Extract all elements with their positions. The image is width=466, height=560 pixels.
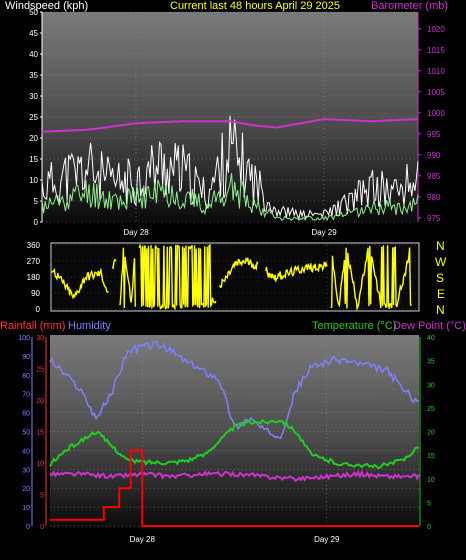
rain-y-tick-label: 15	[36, 430, 44, 437]
temp-title: Temperature (°C)	[312, 320, 397, 332]
wind-y-tick-label: 5	[34, 197, 39, 206]
direction-y-tick-label: 90	[31, 289, 40, 298]
rain-y-tick-label: 0	[40, 524, 44, 531]
rain-y-tick-label: 25	[36, 367, 44, 374]
compass-s: S	[436, 271, 445, 285]
humidity-y-tick-label: 100	[18, 335, 30, 342]
wind-y-tick-label: 30	[29, 92, 38, 101]
wind-y-tick-label: 35	[29, 71, 38, 80]
wind-gust-series	[41, 115, 419, 220]
temp-y-tick-label: 40	[427, 335, 435, 342]
baro-y-tick-label: 1020	[427, 25, 445, 34]
baro-y-tick-label: 1000	[427, 109, 445, 118]
baro-y-tick-label: 1005	[427, 88, 445, 97]
temp-y-tick-label: 20	[427, 430, 435, 437]
temp-y-tick-label: 15	[427, 453, 435, 460]
wind-y-tick-label: 10	[29, 176, 38, 185]
baro-y-tick-label: 1015	[427, 46, 445, 55]
baro-y-tick-label: 995	[427, 130, 441, 139]
wind-direction-series	[111, 258, 117, 270]
compass-n-bottom: N	[436, 303, 445, 317]
wind-y-tick-label: 20	[29, 134, 38, 143]
humidity-y-tick-label: 70	[22, 392, 30, 399]
barometer-series	[41, 118, 419, 133]
wind-y-tick-label: 40	[29, 50, 38, 59]
humidity-y-tick-label: 10	[22, 505, 30, 512]
direction-y-tick-label: 270	[27, 257, 41, 266]
wind-direction-series	[265, 261, 328, 283]
humidity-y-tick-label: 30	[22, 467, 30, 474]
dewpoint-series	[49, 469, 420, 483]
wind-title: Windspeed (kph)	[5, 0, 89, 12]
rain-y-tick-label: 5	[40, 493, 44, 500]
humidity-title: Humidity	[68, 320, 111, 332]
wind-y-tick-label: 15	[29, 155, 38, 164]
temperature-series	[49, 418, 420, 470]
temp-y-tick-label: 5	[427, 500, 431, 507]
baro-y-tick-label: 985	[427, 172, 441, 181]
humidity-y-tick-label: 50	[22, 430, 30, 437]
compass-w: W	[435, 255, 447, 269]
wind-y-tick-label: 0	[34, 218, 39, 227]
humidity-y-tick-label: 60	[22, 411, 30, 418]
center-title: Current last 48 hours April 29 2025	[170, 0, 340, 12]
temp-y-tick-label: 25	[427, 406, 435, 413]
temp-y-tick-label: 35	[427, 359, 435, 366]
temp-x-tick-label: Day 28	[130, 535, 156, 544]
rainfall-series	[50, 449, 419, 527]
wind-x-tick-label: Day 29	[311, 228, 337, 237]
wind-direction-series	[330, 245, 412, 312]
humidity-y-tick-label: 40	[22, 448, 30, 455]
direction-y-tick-label: 0	[36, 305, 41, 314]
humidity-y-tick-label: 90	[22, 354, 30, 361]
temp-x-tick-label: Day 29	[314, 535, 340, 544]
rain-y-tick-label: 10	[36, 461, 44, 468]
dew-title: Dew Point (°C)	[393, 320, 466, 332]
wind-x-tick-label: Day 28	[123, 228, 149, 237]
rain-y-tick-label: 30	[36, 335, 44, 342]
wind-y-tick-label: 50	[29, 8, 38, 17]
rain-y-tick-label: 20	[36, 398, 44, 405]
wind-direction-series	[138, 243, 217, 311]
baro-y-tick-label: 975	[427, 214, 441, 223]
baro-y-tick-label: 980	[427, 193, 441, 202]
humidity-y-tick-label: 0	[26, 524, 30, 531]
temp-y-tick-label: 0	[427, 524, 431, 531]
wind-direction-series	[119, 247, 136, 309]
temp-y-tick-label: 10	[427, 477, 435, 484]
compass-n-top: N	[436, 239, 445, 253]
temp-y-tick-label: 30	[427, 382, 435, 389]
wind-y-tick-label: 25	[29, 113, 38, 122]
direction-y-tick-label: 180	[27, 273, 41, 282]
wind-average-series	[41, 172, 419, 222]
rain-title: Rainfall (mm)	[0, 320, 66, 332]
humidity-y-tick-label: 20	[22, 486, 30, 493]
wind-y-tick-label: 45	[29, 29, 38, 38]
baro-y-tick-label: 1010	[427, 67, 445, 76]
wind-direction-series	[219, 256, 259, 289]
baro-y-tick-label: 990	[427, 151, 441, 160]
compass-e: E	[437, 287, 446, 301]
baro-title: Barometer (mb)	[371, 0, 449, 12]
humidity-y-tick-label: 80	[22, 373, 30, 380]
direction-y-tick-label: 360	[27, 241, 41, 250]
wind-direction-series	[50, 267, 109, 300]
